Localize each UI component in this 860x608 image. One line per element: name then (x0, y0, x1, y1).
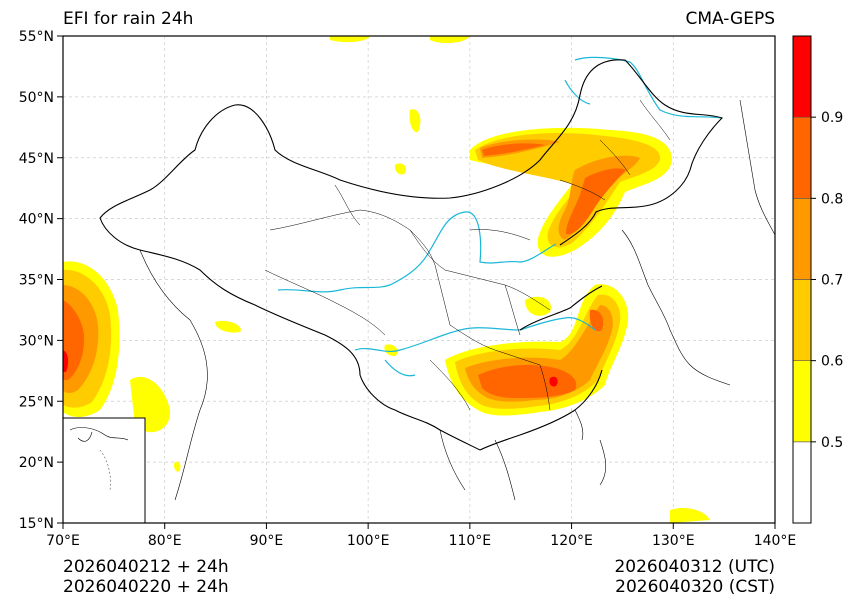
province-borders (264, 99, 671, 411)
colorbar-segment (792, 441, 812, 524)
gridlines (63, 36, 775, 523)
lon-tick-label: 110°E (449, 533, 492, 549)
colorbar-tick-label: 0.8 (821, 191, 843, 207)
lat-tick-label: 15°N (19, 516, 54, 532)
init-time-utc: 2026040212 + 24h (63, 557, 229, 577)
lat-tick-label: 40°N (19, 212, 54, 228)
lat-tick-label: 35°N (19, 273, 54, 289)
lon-tick-label: 90°E (250, 533, 284, 549)
axes: 70°E 80°E 90°E 100°E 110°E 120°E 130°E 140°E 15°… (19, 29, 797, 549)
map-area (63, 36, 775, 523)
map-title: EFI for rain 24h (63, 9, 194, 29)
efi-region-dark-orange (63, 300, 85, 380)
colorbar-segment (792, 116, 812, 199)
lon-tick-label: 130°E (652, 533, 695, 549)
colorbar-segment (792, 35, 812, 118)
efi-region-red (63, 350, 69, 372)
colorbar-tick-label: 0.9 (821, 110, 843, 126)
lat-tick-label: 45°N (19, 151, 54, 167)
colorbar-tick-label: 0.7 (821, 273, 843, 289)
colorbar: 0.5 0.6 0.7 0.8 0.9 (792, 35, 843, 524)
efi-region-dark-orange (478, 309, 604, 398)
lon-tick-label: 70°E (46, 533, 80, 549)
lon-tick-label: 120°E (550, 533, 593, 549)
model-name: CMA-GEPS (685, 9, 775, 29)
lat-tick-label: 50°N (19, 90, 54, 106)
colorbar-segment (792, 279, 812, 361)
lon-tick-label: 140°E (754, 533, 797, 549)
colorbar-tick-label: 0.5 (821, 435, 843, 451)
lat-tick-label: 25°N (19, 394, 54, 410)
country-borders (99, 59, 724, 451)
lon-tick-label: 100°E (347, 533, 390, 549)
efi-shading (63, 36, 710, 523)
valid-time-utc: 2026040312 (UTC) (614, 557, 775, 577)
south-china-sea-inset (63, 417, 146, 523)
colorbar-segment (792, 360, 812, 443)
init-time-cst: 2026040220 + 24h (63, 577, 229, 597)
lat-tick-label: 55°N (19, 29, 54, 45)
neighbor-borders (139, 99, 775, 501)
lat-tick-label: 20°N (19, 455, 54, 471)
colorbar-segment (792, 198, 812, 280)
init-time-block: 2026040212 + 24h 2026040220 + 24h (63, 557, 229, 597)
valid-time-block: 2026040312 (UTC) 2026040320 (CST) (614, 557, 775, 597)
efi-region-red (549, 376, 558, 387)
lon-tick-label: 80°E (148, 533, 182, 549)
lat-tick-label: 30°N (19, 333, 54, 349)
valid-time-cst: 2026040320 (CST) (615, 577, 775, 597)
rivers (277, 56, 723, 377)
colorbar-tick-label: 0.6 (821, 354, 843, 370)
efi-region-orange (480, 139, 640, 240)
efi-region-dark-orange (482, 143, 626, 235)
